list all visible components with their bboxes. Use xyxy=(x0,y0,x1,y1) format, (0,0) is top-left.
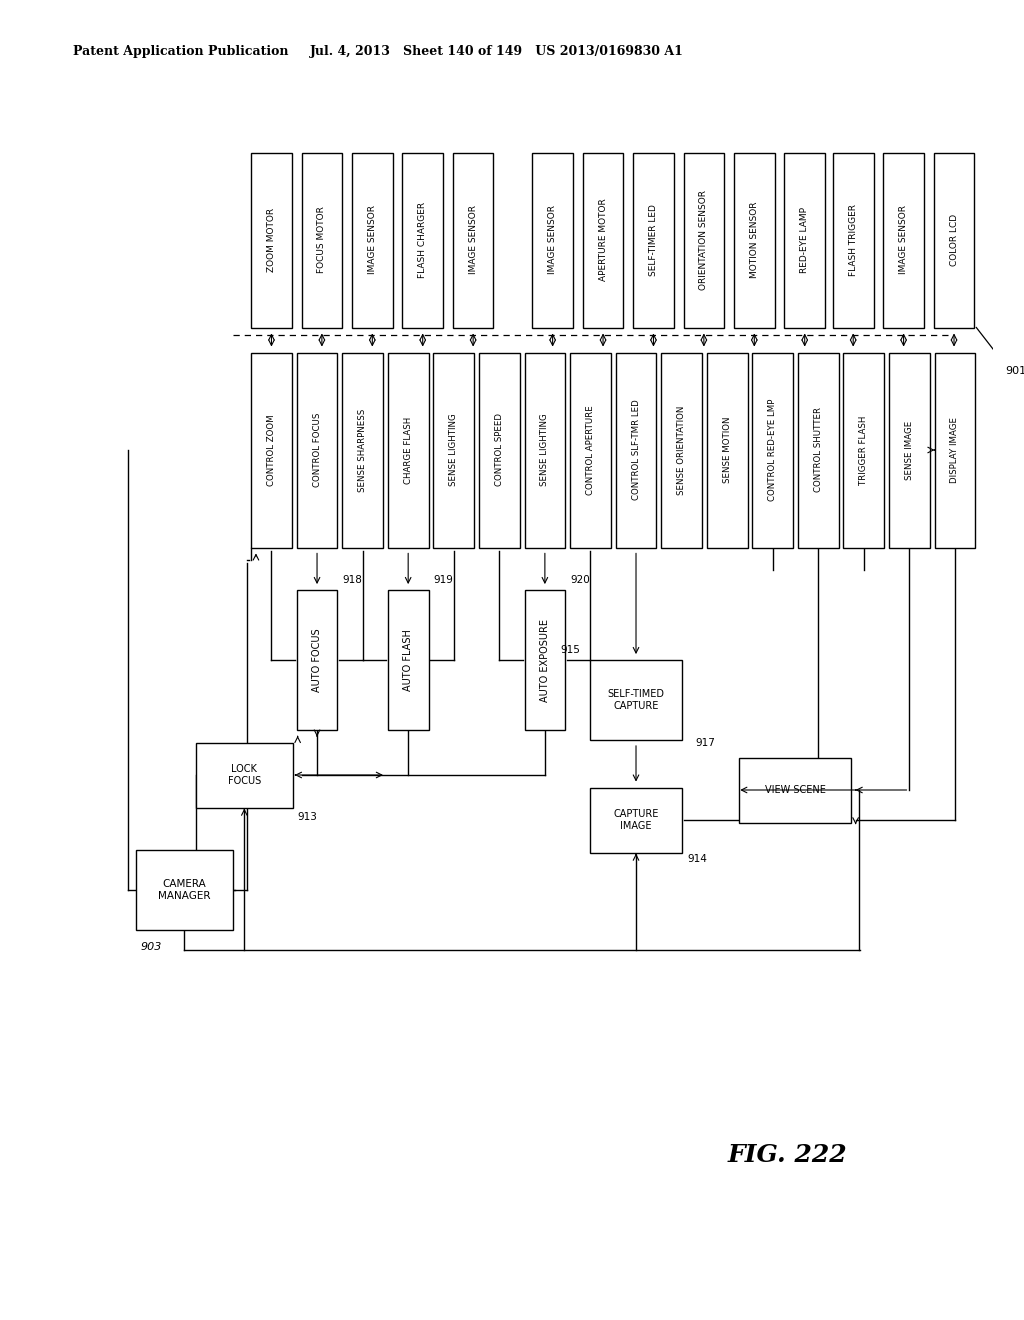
Text: ZOOM MOTOR: ZOOM MOTOR xyxy=(267,209,276,272)
Text: 913: 913 xyxy=(298,813,317,822)
Text: CONTROL SPEED: CONTROL SPEED xyxy=(495,413,504,487)
Text: TRIGGER FLASH: TRIGGER FLASH xyxy=(859,416,868,484)
Text: IMAGE SENSOR: IMAGE SENSOR xyxy=(368,206,377,275)
Bar xyxy=(297,590,337,730)
Text: AUTO EXPOSURE: AUTO EXPOSURE xyxy=(540,619,550,701)
Text: 919: 919 xyxy=(433,576,454,585)
Bar xyxy=(352,153,392,327)
Bar xyxy=(301,153,342,327)
Text: 918: 918 xyxy=(342,576,362,585)
Text: SENSE IMAGE: SENSE IMAGE xyxy=(905,420,914,479)
Text: CONTROL SLF-TMR LED: CONTROL SLF-TMR LED xyxy=(632,400,641,500)
Text: SENSE MOTION: SENSE MOTION xyxy=(723,417,732,483)
Text: 901: 901 xyxy=(1006,366,1024,375)
Bar xyxy=(196,742,293,808)
Text: FIG. 222: FIG. 222 xyxy=(727,1143,847,1167)
Bar xyxy=(844,352,884,548)
Text: IMAGE SENSOR: IMAGE SENSOR xyxy=(899,206,908,275)
Bar xyxy=(453,153,494,327)
Text: IMAGE SENSOR: IMAGE SENSOR xyxy=(548,206,557,275)
Text: APERTURE MOTOR: APERTURE MOTOR xyxy=(599,198,607,281)
Text: Jul. 4, 2013   Sheet 140 of 149   US 2013/0169830 A1: Jul. 4, 2013 Sheet 140 of 149 US 2013/01… xyxy=(309,45,683,58)
Text: 915: 915 xyxy=(561,645,581,655)
Text: AUTO FLASH: AUTO FLASH xyxy=(403,630,413,690)
Bar xyxy=(402,153,443,327)
Bar xyxy=(935,352,975,548)
Text: SENSE LIGHTING: SENSE LIGHTING xyxy=(450,413,459,486)
Text: FOCUS MOTOR: FOCUS MOTOR xyxy=(317,206,327,273)
Text: IMAGE SENSOR: IMAGE SENSOR xyxy=(469,206,477,275)
Text: Patent Application Publication: Patent Application Publication xyxy=(73,45,288,58)
Text: CAMERA
MANAGER: CAMERA MANAGER xyxy=(158,879,211,900)
Text: 914: 914 xyxy=(687,854,707,865)
Text: DISPLAY IMAGE: DISPLAY IMAGE xyxy=(950,417,959,483)
Bar xyxy=(532,153,573,327)
Bar xyxy=(683,153,724,327)
Text: AUTO FOCUS: AUTO FOCUS xyxy=(312,628,322,692)
Bar xyxy=(633,153,674,327)
Bar xyxy=(590,788,682,853)
Bar xyxy=(798,352,839,548)
Text: CONTROL FOCUS: CONTROL FOCUS xyxy=(312,413,322,487)
Bar xyxy=(662,352,701,548)
Text: FLASH TRIGGER: FLASH TRIGGER xyxy=(849,205,858,276)
Bar xyxy=(570,352,610,548)
Bar xyxy=(590,660,682,741)
Text: CONTROL RED-EYE LMP: CONTROL RED-EYE LMP xyxy=(768,399,777,502)
Text: SELF-TIMER LED: SELF-TIMER LED xyxy=(649,205,658,276)
Bar xyxy=(934,153,975,327)
Text: CHARGE FLASH: CHARGE FLASH xyxy=(403,416,413,483)
Bar xyxy=(615,352,656,548)
Text: LOCK
FOCUS: LOCK FOCUS xyxy=(227,764,261,785)
Text: SELF-TIMED
CAPTURE: SELF-TIMED CAPTURE xyxy=(607,689,665,710)
Text: ORIENTATION SENSOR: ORIENTATION SENSOR xyxy=(699,190,709,290)
Text: RED-EYE LAMP: RED-EYE LAMP xyxy=(800,207,809,273)
Bar xyxy=(251,352,292,548)
Bar xyxy=(707,352,748,548)
Text: 920: 920 xyxy=(570,576,590,585)
Text: CAPTURE
IMAGE: CAPTURE IMAGE xyxy=(613,809,658,830)
Bar xyxy=(342,352,383,548)
Text: SENSE SHARPNESS: SENSE SHARPNESS xyxy=(358,408,368,491)
Text: SENSE LIGHTING: SENSE LIGHTING xyxy=(541,413,550,486)
Bar xyxy=(524,590,565,730)
Text: SENSE ORIENTATION: SENSE ORIENTATION xyxy=(677,405,686,495)
Bar xyxy=(889,352,930,548)
Text: CONTROL APERTURE: CONTROL APERTURE xyxy=(586,405,595,495)
Bar xyxy=(734,153,774,327)
Bar xyxy=(388,590,428,730)
Bar xyxy=(753,352,793,548)
Bar xyxy=(388,352,428,548)
Text: 903: 903 xyxy=(140,942,162,952)
Bar xyxy=(433,352,474,548)
Bar xyxy=(297,352,337,548)
Text: CONTROL ZOOM: CONTROL ZOOM xyxy=(267,414,276,486)
Bar xyxy=(884,153,924,327)
Bar xyxy=(833,153,873,327)
Bar xyxy=(784,153,825,327)
Text: FLASH CHARGER: FLASH CHARGER xyxy=(418,202,427,279)
Text: COLOR LCD: COLOR LCD xyxy=(949,214,958,267)
Bar xyxy=(739,758,851,822)
Bar xyxy=(583,153,624,327)
Bar xyxy=(251,153,292,327)
Bar xyxy=(524,352,565,548)
Bar xyxy=(136,850,232,931)
Text: CONTROL SHUTTER: CONTROL SHUTTER xyxy=(814,408,823,492)
Text: MOTION SENSOR: MOTION SENSOR xyxy=(750,202,759,279)
Text: 917: 917 xyxy=(695,738,716,747)
Bar xyxy=(479,352,519,548)
Text: VIEW SCENE: VIEW SCENE xyxy=(765,785,825,795)
